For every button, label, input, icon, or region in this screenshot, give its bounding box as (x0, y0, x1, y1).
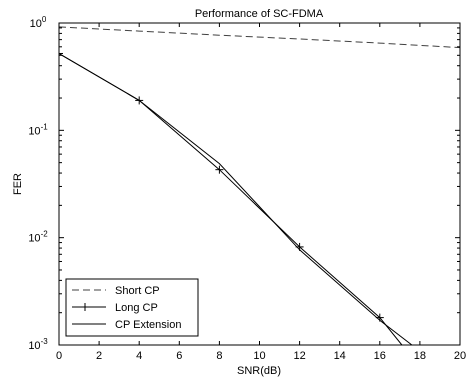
series-layer (59, 26, 460, 345)
y-tick-exponent: -2 (41, 230, 49, 239)
x-tick-label: 12 (293, 350, 305, 362)
legend-label-short-cp: Short CP (115, 285, 160, 297)
y-tick-label: 10-3 (28, 337, 48, 352)
chart-title: Performance of SC-FDMA (195, 8, 324, 20)
y-tick-exponent: 0 (42, 15, 47, 24)
y-axis-label: FER (12, 173, 24, 195)
x-tick-label: 4 (136, 350, 142, 362)
x-tick-label: 18 (414, 350, 426, 362)
y-tick-base: 10 (30, 18, 42, 30)
y-tick-label: 10-2 (28, 230, 48, 245)
y-tick-label: 10-1 (28, 122, 48, 137)
x-tick-label: 8 (216, 350, 222, 362)
series-line-short-cp (59, 26, 460, 49)
x-tick-label: 14 (334, 350, 346, 362)
x-tick-labels: 0 2 4 6 8 10 12 14 16 18 20 (56, 350, 466, 362)
y-tick-label: 100 (30, 15, 47, 30)
legend: Short CP Long CP CP Extension (65, 278, 199, 337)
y-tick-exponent: -1 (41, 122, 49, 131)
y-tick-exponent: -3 (41, 337, 49, 346)
y-tick-base: 10 (28, 125, 40, 137)
x-tick-label: 2 (96, 350, 102, 362)
x-tick-label: 20 (454, 350, 466, 362)
data-point-long-cp (215, 165, 224, 174)
x-tick-label: 10 (253, 350, 265, 362)
data-point-long-cp (59, 49, 63, 58)
legend-label-long-cp: Long CP (115, 302, 158, 314)
x-tick-label: 6 (176, 350, 182, 362)
y-tick-base: 10 (28, 340, 40, 352)
plot-frame (58, 22, 461, 346)
legend-label-cp-extension: CP Extension (115, 319, 181, 331)
series-line-cp-extension (59, 53, 413, 345)
legend-entries: Short CP Long CP CP Extension (72, 285, 181, 331)
x-tick-label: 0 (56, 350, 62, 362)
x-tick-label: 16 (374, 350, 386, 362)
x-axis-label: SNR(dB) (237, 365, 281, 377)
y-tick-base: 10 (28, 233, 40, 245)
